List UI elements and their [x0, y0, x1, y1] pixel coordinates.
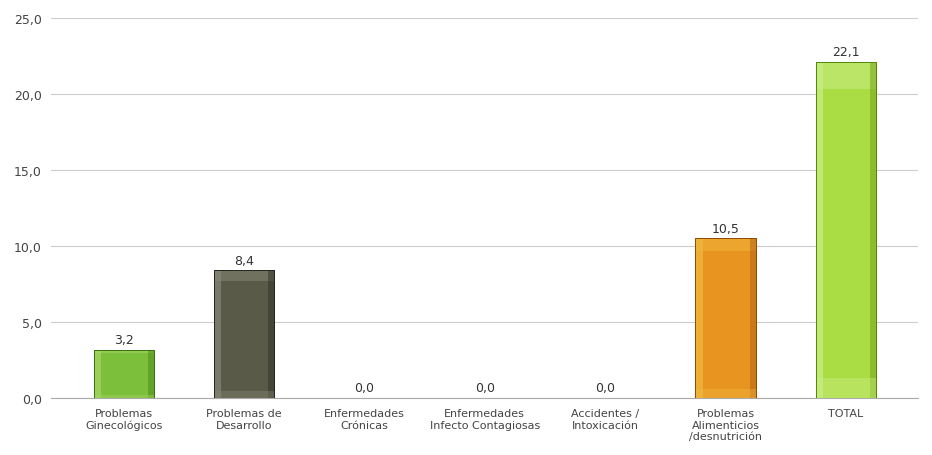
Bar [695, 239, 756, 398]
Text: 10,5: 10,5 [712, 222, 739, 235]
Bar [93, 395, 154, 398]
Bar [816, 63, 876, 398]
Bar [93, 350, 154, 354]
Bar [695, 239, 756, 398]
Bar [214, 271, 221, 398]
Bar [268, 271, 274, 398]
Text: 22,1: 22,1 [832, 46, 859, 59]
Bar [816, 63, 876, 398]
Text: 0,0: 0,0 [596, 382, 615, 394]
Bar [816, 63, 823, 398]
Bar [816, 378, 876, 398]
Bar [93, 350, 101, 398]
Text: 0,0: 0,0 [354, 382, 375, 394]
Bar [749, 239, 756, 398]
Bar [93, 350, 154, 398]
Bar [214, 271, 274, 398]
Bar [214, 271, 274, 398]
Bar [148, 350, 154, 398]
Bar [214, 271, 274, 281]
Bar [93, 350, 154, 398]
Bar [695, 239, 703, 398]
Text: 3,2: 3,2 [114, 333, 133, 346]
Text: 0,0: 0,0 [474, 382, 495, 394]
Bar [695, 239, 756, 252]
Bar [695, 389, 756, 398]
Text: 8,4: 8,4 [234, 254, 254, 267]
Bar [816, 63, 876, 90]
Bar [870, 63, 876, 398]
Bar [214, 391, 274, 398]
